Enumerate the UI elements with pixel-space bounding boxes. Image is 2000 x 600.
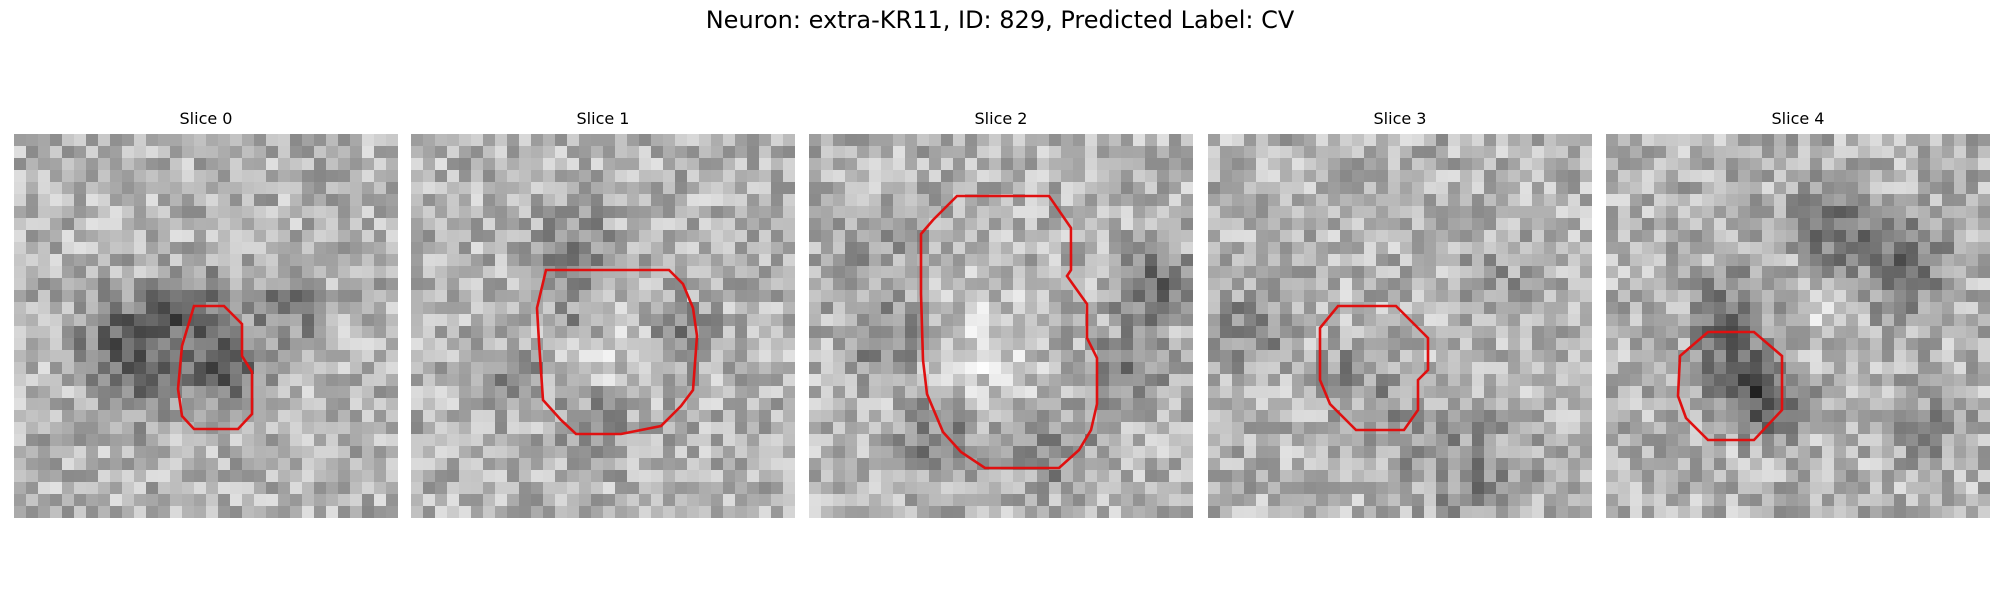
image-panel-slice-3 [1208,134,1592,518]
image-panel-slice-0 [14,134,398,518]
contour-overlay [1318,304,1430,432]
panel-title-slice-4: Slice 4 [1771,109,1825,128]
contour-overlay [1676,330,1784,442]
contour-overlay [535,268,699,436]
grayscale-image [14,134,398,518]
contour-overlay [919,194,1099,470]
figure-title: Neuron: extra-KR11, ID: 829, Predicted L… [705,6,1295,34]
panel-title-slice-0: Slice 0 [179,109,233,128]
image-panel-slice-1 [411,134,795,518]
grayscale-image [411,134,795,518]
roi-contour [1318,304,1430,432]
panel-title-slice-2: Slice 2 [974,109,1028,128]
image-panel-slice-2 [809,134,1193,518]
grayscale-image [1606,134,1990,518]
contour-overlay [176,304,254,431]
roi-contour [1676,330,1784,442]
image-panel-slice-4 [1606,134,1990,518]
roi-contour [176,304,254,431]
grayscale-image [809,134,1193,518]
panel-title-slice-3: Slice 3 [1373,109,1427,128]
roi-contour [535,268,699,436]
roi-contour [919,194,1099,470]
panel-title-slice-1: Slice 1 [576,109,630,128]
grayscale-image [1208,134,1592,518]
